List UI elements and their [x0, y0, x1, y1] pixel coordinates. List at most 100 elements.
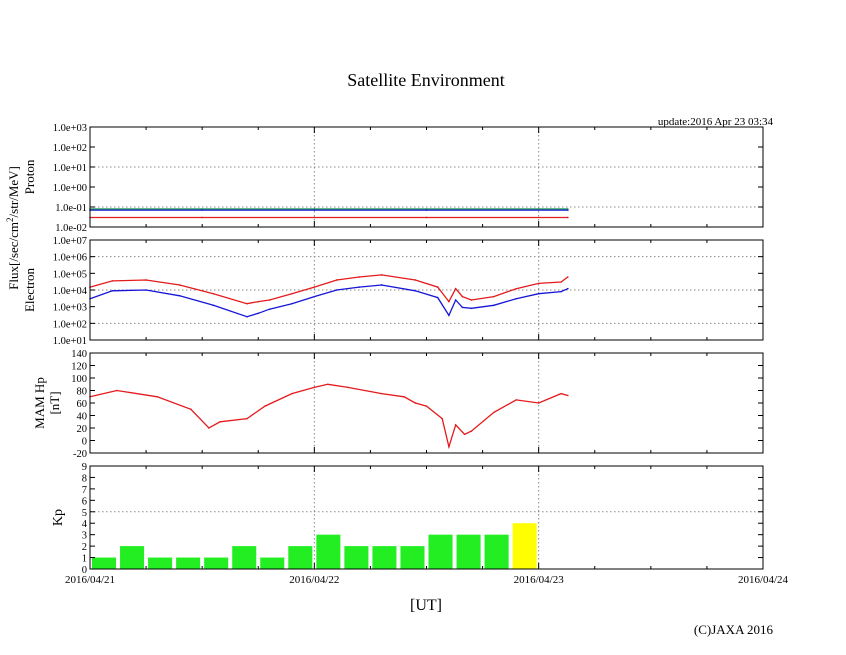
electron-red-point: [111, 280, 114, 282]
x-tick-label: 2016/04/22: [289, 574, 339, 586]
mam-hp-point: [448, 445, 450, 448]
mam-hp-point: [190, 408, 192, 411]
proton-ylabel: Proton: [22, 159, 37, 194]
electron-blue-point: [461, 306, 464, 309]
proton-ytick-label: 1.0e-01: [55, 203, 87, 214]
kp-ytick-label: 0: [82, 565, 87, 576]
kp-ytick-label: 9: [82, 462, 87, 473]
electron-ytick-label: 1.0e+05: [53, 269, 87, 280]
electron-red-point: [145, 279, 147, 281]
mam-hp-point: [156, 395, 159, 398]
electron-blue-point: [567, 287, 569, 290]
electron-red-point: [212, 292, 215, 295]
mam-hp-point: [493, 411, 495, 414]
electron-red-point: [560, 281, 562, 283]
proton-green-point: [201, 208, 203, 210]
electron-ytick-label: 1.0e+03: [53, 303, 87, 314]
mam-ylabel-unit: [nT]: [47, 391, 62, 414]
flux-axis-label: Flux[/sec/cm2/str/MeV]: [5, 166, 21, 290]
electron-ytick-label: 1.0e+02: [53, 319, 87, 330]
electron-ytick-label: 1.0e+01: [53, 336, 87, 347]
electron-blue-point: [212, 304, 215, 307]
mam-hp-point: [537, 402, 540, 404]
electron-red-point: [454, 287, 457, 290]
mam-ytick-label: 80: [77, 387, 88, 398]
flux-label-superscript: 2: [5, 217, 15, 222]
mam-ylabel: MAM Hp: [32, 377, 47, 429]
mam-hp-point: [560, 392, 562, 395]
chart-title: Satellite Environment: [347, 70, 504, 90]
proton-red-point: [201, 216, 203, 219]
kp-bar: [260, 557, 285, 569]
electron-red-point: [515, 287, 518, 290]
electron-red-point: [470, 299, 473, 301]
electron-red-point: [414, 279, 417, 281]
proton-red-point: [567, 216, 569, 219]
kp-ylabel: Kp: [51, 509, 66, 526]
proton-frame: [89, 126, 764, 228]
mam-ytick-label: 20: [77, 424, 88, 435]
kp-bar: [344, 546, 369, 569]
electron-red-point: [567, 276, 569, 278]
electron-blue-point: [111, 289, 114, 292]
kp-ytick-label: 4: [82, 519, 88, 530]
mam-hp-point: [116, 389, 118, 392]
electron-blue-point: [335, 289, 338, 291]
proton-ytick-label: 1.0e+02: [53, 143, 87, 154]
proton-blue-point: [425, 209, 428, 211]
mam-hp-point: [567, 394, 569, 397]
kp-ytick-label: 1: [82, 554, 87, 565]
mam-ytick-label: 40: [77, 412, 88, 423]
x-tick-label: 2016/04/23: [514, 574, 565, 586]
electron-blue-point: [448, 314, 450, 317]
kp-bar: [288, 546, 313, 569]
electron-blue-point: [291, 302, 293, 305]
electron-ytick-label: 1.0e+04: [53, 286, 88, 297]
mam-ytick-label: 120: [71, 362, 87, 373]
kp-ytick-label: 7: [82, 485, 87, 496]
update-timestamp: update:2016 Apr 23 03:34: [658, 116, 774, 128]
kp-bar: [512, 523, 537, 569]
electron-blue-point: [178, 294, 181, 297]
kp-ytick-label: 3: [82, 531, 87, 542]
mam-hp-point: [425, 405, 428, 407]
kp-bar: [232, 546, 257, 569]
electron-blue-point: [313, 295, 316, 298]
mam-hp-point: [380, 392, 383, 395]
mam-ytick-label: 0: [82, 437, 87, 448]
kp-bar: [400, 546, 425, 569]
electron-blue-point: [560, 290, 562, 293]
mam-hp-point: [470, 430, 473, 432]
electron-ytick-label: 1.0e+07: [53, 236, 87, 247]
mam-frame: [89, 352, 764, 454]
proton-ytick-label: 1.0e-02: [55, 223, 87, 234]
kp-bar: [120, 546, 145, 569]
electron-blue-point: [246, 315, 248, 318]
flux-label-part-b: /str/MeV]: [6, 166, 21, 217]
electron-red-point: [493, 295, 495, 298]
mam-hp-point: [313, 386, 316, 389]
electron-blue-point: [515, 297, 518, 300]
electron-ylabel: Electron: [22, 267, 37, 312]
electron-red-point: [257, 300, 260, 303]
electron-red-point: [537, 282, 540, 285]
electron-blue-point: [145, 289, 147, 291]
mam-ytick-label: 100: [71, 374, 87, 385]
electron-red-point: [268, 299, 271, 301]
kp-bar: [204, 557, 229, 569]
electron-blue-point: [493, 304, 495, 307]
proton-blue-point: [313, 209, 316, 211]
electron-red-point: [461, 295, 464, 298]
x-axis-label: [UT]: [410, 597, 442, 614]
proton-green-point: [567, 208, 569, 210]
electron-ytick-label: 1.0e+06: [53, 253, 87, 264]
proton-blue-point: [567, 209, 569, 211]
x-tick-label: 2016/04/24: [738, 574, 789, 586]
mam-hp-point: [347, 386, 349, 389]
electron-blue-line: [89, 284, 569, 318]
proton-ytick-label: 1.0e+03: [53, 123, 87, 134]
mam-hp-line: [89, 383, 568, 450]
copyright: (C)JAXA 2016: [694, 622, 774, 637]
kp-ytick-label: 8: [82, 473, 87, 484]
